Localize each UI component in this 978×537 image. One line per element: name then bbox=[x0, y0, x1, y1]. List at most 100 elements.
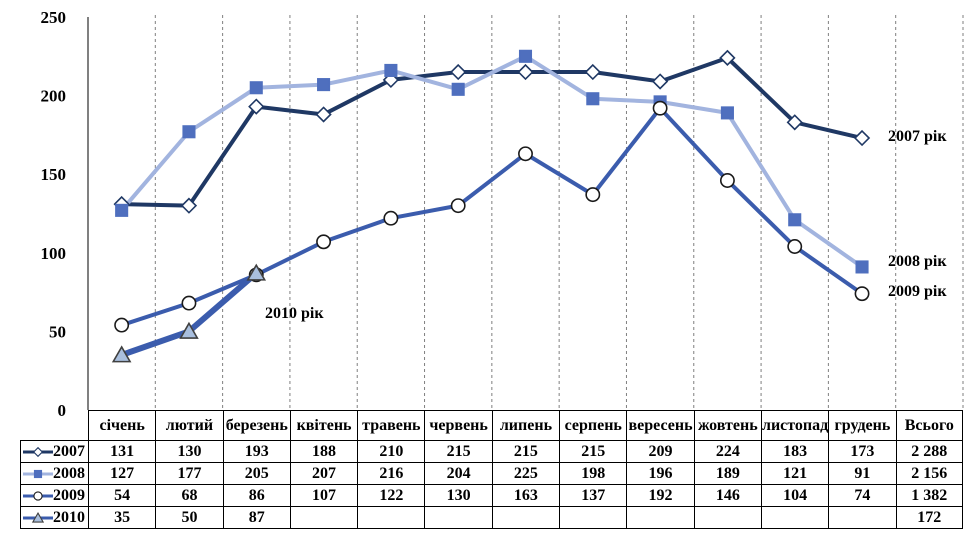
cell-2008-month-7: 225 bbox=[491, 462, 561, 485]
legend-2007: 2007 bbox=[20, 440, 89, 463]
y-tick-label-200: 200 bbox=[41, 87, 67, 106]
cell-2009-month-7: 163 bbox=[491, 484, 561, 507]
cell-2009-month-2: 68 bbox=[155, 484, 224, 507]
cell-2008-month-5: 216 bbox=[357, 462, 426, 485]
square-marker-icon bbox=[115, 203, 129, 217]
cell-2009-total: 1 382 bbox=[895, 484, 964, 507]
cell-2009-month-12: 74 bbox=[828, 484, 897, 507]
circle-marker-icon bbox=[450, 198, 466, 214]
legend-year-label: 2008 bbox=[53, 464, 85, 482]
square-marker-icon bbox=[720, 106, 734, 120]
legend-year-label: 2009 bbox=[53, 486, 85, 504]
cell-2007-month-3: 193 bbox=[222, 440, 291, 463]
square-marker-icon bbox=[249, 81, 263, 95]
cell-2009-month-9: 192 bbox=[626, 484, 695, 507]
col-header-month-4: квітень bbox=[289, 410, 359, 441]
circle-marker-icon bbox=[181, 295, 197, 311]
col-header-month-3: березень bbox=[222, 410, 291, 441]
cell-2008-month-11: 121 bbox=[760, 462, 830, 485]
legend-line-icon bbox=[23, 511, 53, 523]
diamond-marker-icon bbox=[786, 114, 803, 131]
diamond-marker-icon bbox=[32, 446, 44, 457]
cell-2007-month-7: 215 bbox=[491, 440, 561, 463]
square-marker-icon bbox=[33, 469, 43, 478]
legend-line-icon bbox=[23, 469, 53, 478]
square-marker-icon bbox=[586, 92, 600, 106]
circle-marker-icon bbox=[854, 286, 870, 302]
cell-2007-month-5: 210 bbox=[357, 440, 426, 463]
square-marker-icon bbox=[855, 260, 869, 274]
cell-2010-month-2: 50 bbox=[155, 506, 224, 529]
cell-2009-month-4: 107 bbox=[289, 484, 359, 507]
cell-2008-total: 2 156 bbox=[895, 462, 964, 485]
series-label-2008: 2008 рік bbox=[888, 253, 947, 270]
cell-2008-month-6: 204 bbox=[424, 462, 493, 485]
series-line-2008 bbox=[119, 54, 865, 269]
square-marker-icon bbox=[384, 63, 398, 77]
cell-2010-month-9 bbox=[626, 506, 695, 529]
cell-2009-month-3: 86 bbox=[222, 484, 291, 507]
circle-marker-icon bbox=[518, 146, 533, 162]
cell-2008-month-9: 196 bbox=[626, 462, 695, 485]
cell-2007-month-8: 215 bbox=[559, 440, 628, 463]
series-line-2010 bbox=[118, 270, 260, 358]
col-header-month-5: травень bbox=[357, 410, 426, 441]
diamond-marker-icon bbox=[651, 73, 669, 90]
diamond-marker-icon bbox=[450, 63, 467, 81]
square-marker-icon bbox=[518, 49, 533, 63]
legend-2009: 2009 bbox=[20, 484, 89, 507]
circle-marker-icon bbox=[787, 239, 803, 254]
cell-2010-month-10 bbox=[693, 506, 762, 529]
cell-2010-month-4 bbox=[289, 506, 359, 529]
cell-2007-month-1: 131 bbox=[87, 440, 157, 463]
diamond-marker-icon bbox=[315, 106, 332, 123]
circle-marker-icon bbox=[585, 187, 601, 203]
cell-2010-month-12 bbox=[828, 506, 897, 529]
col-header-month-2: лютий bbox=[155, 410, 224, 441]
cell-2008-month-2: 177 bbox=[155, 462, 224, 485]
triangle-marker-icon bbox=[246, 263, 267, 281]
cell-2010-month-7 bbox=[491, 506, 561, 529]
y-tick-label-150: 150 bbox=[41, 165, 67, 184]
square-marker-icon bbox=[182, 125, 196, 139]
cell-2007-month-10: 224 bbox=[693, 440, 762, 463]
legend-year-label: 2007 bbox=[53, 442, 85, 460]
col-header-month-8: серпень bbox=[559, 410, 628, 441]
y-tick-label-100: 100 bbox=[41, 244, 67, 263]
series-label-2010: 2010 рік bbox=[265, 305, 324, 322]
table-row-2010: 2010 35 50 87 172 bbox=[20, 506, 964, 529]
legend-line-icon bbox=[23, 446, 53, 457]
cell-2007-month-6: 215 bbox=[424, 440, 493, 463]
col-header-month-10: жовтень bbox=[693, 410, 762, 441]
triangle-marker-icon bbox=[111, 345, 132, 363]
square-marker-icon bbox=[317, 78, 331, 92]
legend-line-icon bbox=[23, 490, 53, 501]
y-tick-label-50: 50 bbox=[49, 322, 66, 341]
diamond-marker-icon bbox=[517, 63, 534, 81]
cell-2008-month-1: 127 bbox=[87, 462, 157, 485]
col-header-month-9: вересень bbox=[626, 410, 695, 441]
legend-key-2010: 2010 bbox=[22, 509, 88, 527]
cell-2008-month-10: 189 bbox=[693, 462, 762, 485]
triangle-marker-icon bbox=[179, 321, 199, 339]
circle-marker-icon bbox=[383, 210, 399, 226]
diamond-marker-icon bbox=[719, 49, 736, 67]
cell-2007-month-11: 183 bbox=[760, 440, 830, 463]
cell-2010-month-1: 35 bbox=[87, 506, 157, 529]
cell-2007-month-9: 209 bbox=[626, 440, 695, 463]
table-row-2008: 2008 127 177 205 207 216 204 225 198 196 189 121 91 2… bbox=[20, 462, 964, 485]
diamond-marker-icon bbox=[853, 129, 871, 147]
y-tick-label-250: 250 bbox=[41, 8, 67, 27]
circle-marker-icon bbox=[719, 173, 735, 188]
triangle-marker-icon bbox=[31, 511, 45, 523]
square-marker-icon bbox=[788, 213, 802, 227]
table-row-2009: 2009 54 68 86 107 122 130 163 137 192 146 104 74 1 38… bbox=[20, 484, 964, 507]
circle-marker-icon bbox=[114, 317, 130, 333]
legend-key-2007: 2007 bbox=[22, 442, 88, 461]
col-header-month-12: грудень bbox=[828, 410, 897, 441]
cell-2007-month-4: 188 bbox=[289, 440, 359, 463]
cell-2007-total: 2 288 bbox=[895, 440, 964, 463]
legend-key-2008: 2008 bbox=[22, 464, 88, 483]
cell-2008-month-12: 91 bbox=[828, 462, 897, 485]
